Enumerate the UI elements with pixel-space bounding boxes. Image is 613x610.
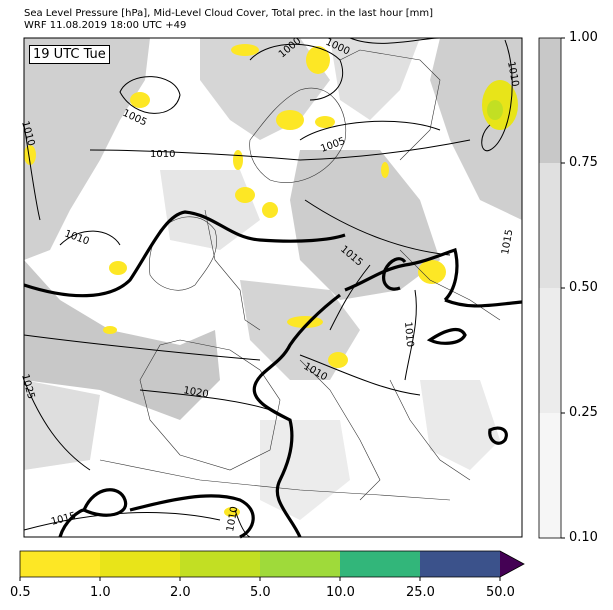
precip-tick-label: 50.0 xyxy=(486,585,515,600)
precip-tick-label: 10.0 xyxy=(326,585,355,600)
precip-colorbar-extend-arrow xyxy=(500,551,524,577)
precip-colorbar xyxy=(19,550,525,581)
valid-time-label: 19 UTC Tue xyxy=(29,45,110,64)
isobar-label: 1020 xyxy=(182,385,209,400)
precip-tick-label: 1.0 xyxy=(90,585,111,600)
cloud-colorbar-segment xyxy=(539,288,561,413)
cloud-colorbar-segment xyxy=(539,163,561,288)
chart-title: Sea Level Pressure [hPa], Mid-Level Clou… xyxy=(24,8,434,19)
cloud-tick-label: 0.10 xyxy=(569,530,598,545)
cloud-colorbar-segment xyxy=(539,413,561,538)
precip-tick-label: 2.0 xyxy=(170,585,191,600)
precip-colorbar-segment xyxy=(20,551,100,577)
isobar-label: 1010 xyxy=(225,506,240,533)
coastlines xyxy=(99,49,501,501)
map-frame xyxy=(23,37,523,538)
cloud-tick-label: 1.00 xyxy=(569,30,598,45)
precip-colorbar-segment xyxy=(420,551,500,577)
precip-colorbar-segment xyxy=(340,551,420,577)
precip-colorbar-segment xyxy=(260,551,340,577)
precip-tick-label: 0.5 xyxy=(10,585,31,600)
cloud-colorbar xyxy=(538,37,565,539)
cloud-tick-label: 0.25 xyxy=(569,405,598,420)
isobar-label: 1010 xyxy=(402,321,415,347)
cloud-tick-label: 0.75 xyxy=(569,155,598,170)
precip-tick-label: 25.0 xyxy=(406,585,435,600)
chart-subtitle: WRF 11.08.2019 18:00 UTC +49 xyxy=(24,20,187,31)
precip-colorbar-segment xyxy=(100,551,180,577)
isobar-label: 1015 xyxy=(500,229,515,256)
precipitation-layer xyxy=(24,44,518,517)
precip-colorbar-segment xyxy=(180,551,260,577)
cloud-colorbar-segment xyxy=(539,38,561,163)
isobars xyxy=(23,37,513,538)
precip-tick-label: 5.0 xyxy=(250,585,271,600)
isobars-1015 xyxy=(23,210,523,539)
isobar-label: 1010 xyxy=(150,149,175,160)
cloud-tick-label: 0.50 xyxy=(569,280,598,295)
isobar-label: 1010 xyxy=(505,61,520,88)
